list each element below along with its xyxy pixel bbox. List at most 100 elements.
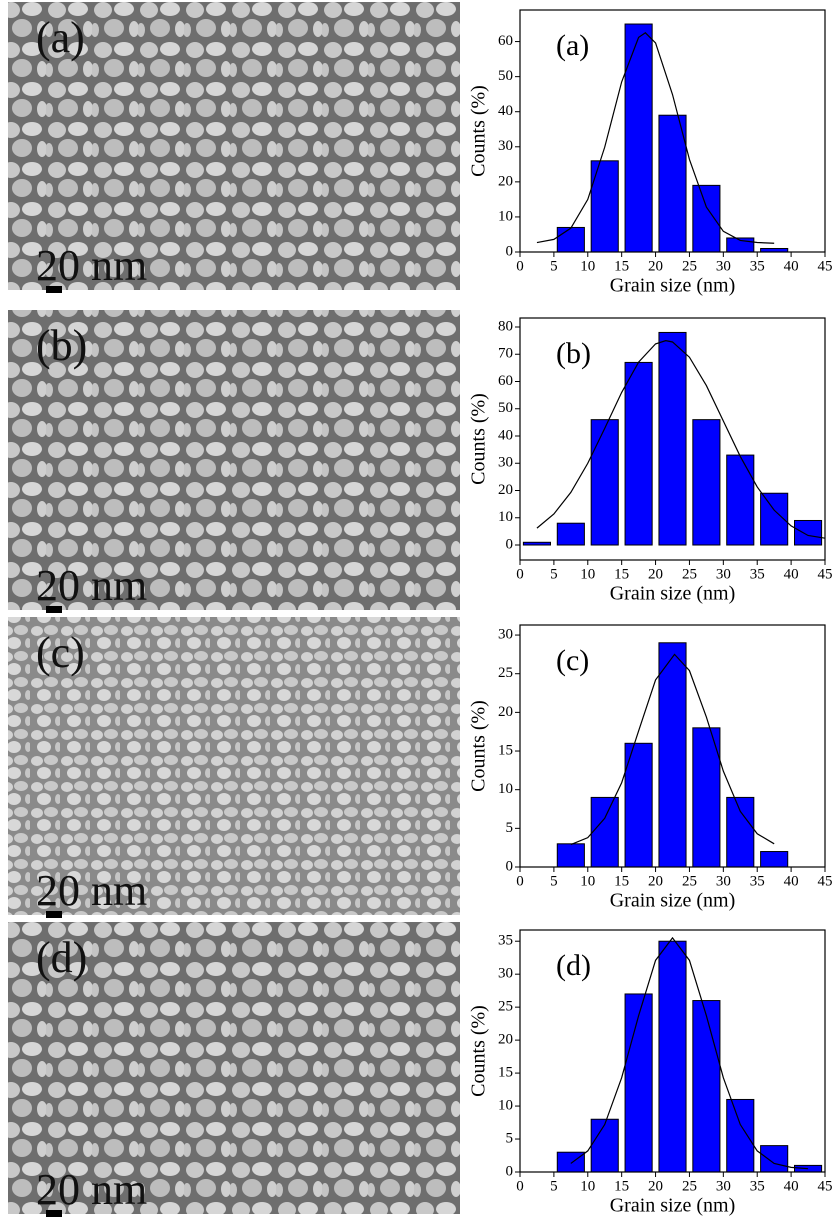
bar — [692, 184, 721, 253]
x-tick-label: 20 — [648, 258, 663, 274]
x-tick-label: 20 — [648, 1178, 663, 1194]
bar — [624, 993, 653, 1173]
y-tick-label: 30 — [498, 455, 513, 471]
bar — [624, 23, 653, 253]
y-axis-label: Counts (%) — [468, 85, 490, 177]
x-tick-label: 10 — [580, 873, 595, 889]
x-axis-label: Grain size (nm) — [610, 583, 736, 605]
x-tick-label: 5 — [550, 566, 558, 582]
plot-frame — [519, 929, 826, 1173]
histogram: 0 5 10 15 20 25 30 35 40 45 0 5 10 15 20 25 30 35 Grain si… — [468, 929, 833, 1217]
panel-label: (a) — [556, 29, 589, 62]
x-tick-label: 15 — [614, 566, 629, 582]
x-tick-label: 35 — [750, 566, 765, 582]
bar — [590, 419, 619, 546]
bar — [658, 642, 687, 868]
bar — [556, 522, 585, 546]
y-tick-label: 30 — [498, 966, 513, 982]
scale-label: 20 nm — [36, 866, 147, 915]
y-tick-label: 50 — [498, 68, 513, 84]
y-tick-label: 15 — [498, 1065, 513, 1081]
x-tick-label: 25 — [682, 1178, 697, 1194]
y-tick-label: 10 — [498, 208, 513, 224]
sem-image — [8, 922, 460, 1214]
scale-bar — [46, 606, 62, 613]
bar — [692, 419, 721, 546]
plot-frame — [519, 9, 826, 253]
panel-label: (b) — [556, 337, 591, 370]
x-tick-label: 45 — [818, 566, 833, 582]
bar — [556, 226, 585, 253]
bar — [624, 361, 653, 546]
scale-label: 20 nm — [36, 1165, 147, 1214]
bar — [760, 851, 789, 868]
y-tick-label: 20 — [498, 173, 513, 189]
y-axis-label: Counts (%) — [468, 393, 490, 485]
image-label: (a) — [36, 13, 85, 62]
x-tick-label: 40 — [784, 258, 799, 274]
image-label: (c) — [36, 628, 85, 677]
y-tick-label: 35 — [498, 933, 513, 949]
y-tick-label: 20 — [498, 704, 513, 720]
image-label: (d) — [36, 933, 87, 982]
x-tick-label: 15 — [614, 1178, 629, 1194]
bar — [522, 541, 552, 546]
x-tick-label: 10 — [580, 566, 595, 582]
sem-image — [8, 617, 460, 915]
x-tick-label: 10 — [580, 258, 595, 274]
x-tick-label: 35 — [750, 873, 765, 889]
y-tick-label: 40 — [498, 427, 513, 443]
y-tick-label: 50 — [498, 400, 513, 416]
bar — [658, 940, 687, 1173]
x-tick-label: 15 — [614, 873, 629, 889]
plot-frame — [519, 624, 826, 868]
bar — [556, 843, 585, 868]
y-tick-label: 10 — [498, 509, 513, 525]
fit-curve — [536, 32, 775, 244]
y-tick-label: 70 — [498, 346, 513, 362]
histogram: 0 5 10 15 20 25 30 35 40 45 0 10 20 30 40 50 60 70 80 Grain… — [468, 317, 833, 605]
bar — [726, 454, 755, 546]
x-tick-label: 10 — [580, 1178, 595, 1194]
bar — [590, 1118, 619, 1173]
x-tick-label: 25 — [682, 566, 697, 582]
x-tick-label: 20 — [648, 873, 663, 889]
histogram: 0 5 10 15 20 25 30 35 40 45 0 10 20 30 40 50 60 Grain siz… — [468, 9, 833, 297]
y-tick-label: 10 — [498, 781, 513, 797]
x-tick-label: 40 — [784, 566, 799, 582]
y-tick-label: 0 — [506, 858, 514, 874]
x-tick-label: 0 — [516, 258, 524, 274]
fit-curve — [570, 936, 809, 1170]
y-tick-label: 0 — [506, 1163, 514, 1179]
y-tick-label: 5 — [506, 820, 514, 836]
y-tick-label: 15 — [498, 742, 513, 758]
x-tick-label: 25 — [682, 258, 697, 274]
bar — [726, 1098, 755, 1173]
fit-curve — [536, 340, 826, 539]
sem-image — [8, 310, 460, 610]
scale-bar — [46, 1210, 62, 1217]
x-tick-label: 5 — [550, 1178, 558, 1194]
x-tick-label: 35 — [750, 258, 765, 274]
x-tick-label: 20 — [648, 566, 663, 582]
x-axis-label: Grain size (nm) — [610, 275, 736, 297]
y-tick-label: 60 — [498, 373, 513, 389]
x-tick-label: 5 — [550, 258, 558, 274]
y-axis-label: Counts (%) — [468, 1005, 490, 1097]
x-tick-label: 30 — [716, 1178, 731, 1194]
y-axis-label: Counts (%) — [468, 700, 490, 792]
y-tick-label: 60 — [498, 33, 513, 49]
x-tick-label: 30 — [716, 566, 731, 582]
x-tick-label: 15 — [614, 258, 629, 274]
sem-images: (a) 20 nm (b) 20 nm (c) 20 nm (d) 20 nm — [8, 2, 460, 1217]
y-tick-label: 20 — [498, 482, 513, 498]
y-tick-label: 80 — [498, 318, 513, 334]
y-tick-label: 10 — [498, 1097, 513, 1113]
x-tick-label: 45 — [818, 873, 833, 889]
x-tick-label: 35 — [750, 1178, 765, 1194]
x-tick-label: 45 — [818, 258, 833, 274]
fit-curve — [570, 653, 775, 846]
y-tick-label: 30 — [498, 626, 513, 642]
